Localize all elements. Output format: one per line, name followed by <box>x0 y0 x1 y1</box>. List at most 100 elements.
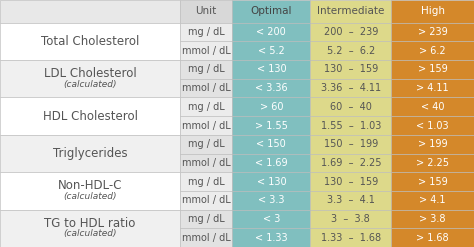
Bar <box>0 210 180 247</box>
Bar <box>180 98 232 116</box>
Text: LDL Cholesterol: LDL Cholesterol <box>44 67 137 80</box>
Bar <box>180 41 232 60</box>
Text: > 159: > 159 <box>418 64 447 74</box>
Text: < 1.33: < 1.33 <box>255 233 288 243</box>
Text: HDL Cholesterol: HDL Cholesterol <box>43 110 137 123</box>
Text: > 1.68: > 1.68 <box>416 233 449 243</box>
Text: Unit: Unit <box>196 6 217 16</box>
Bar <box>391 191 474 210</box>
Bar <box>310 98 391 116</box>
Text: mg / dL: mg / dL <box>188 27 225 37</box>
Bar <box>391 228 474 247</box>
Text: 130  –  159: 130 – 159 <box>324 64 378 74</box>
Text: mg / dL: mg / dL <box>188 102 225 112</box>
Text: < 3: < 3 <box>263 214 280 224</box>
Bar <box>310 210 391 228</box>
Bar <box>310 228 391 247</box>
Text: > 2.25: > 2.25 <box>416 158 449 168</box>
Text: 150  –  199: 150 – 199 <box>324 139 378 149</box>
Text: (calculated): (calculated) <box>64 229 117 238</box>
Text: High: High <box>420 6 445 16</box>
Text: Triglycerides: Triglycerides <box>53 147 128 160</box>
Text: > 6.2: > 6.2 <box>419 46 446 56</box>
Text: < 130: < 130 <box>256 64 286 74</box>
Bar <box>180 0 232 23</box>
Text: 3.36  –  4.11: 3.36 – 4.11 <box>321 83 381 93</box>
Text: mg / dL: mg / dL <box>188 214 225 224</box>
Bar <box>180 135 232 154</box>
Text: mg / dL: mg / dL <box>188 139 225 149</box>
Text: > 199: > 199 <box>418 139 447 149</box>
Text: 1.55  –  1.03: 1.55 – 1.03 <box>320 121 381 130</box>
Bar <box>310 191 391 210</box>
Text: > 4.11: > 4.11 <box>416 83 449 93</box>
Text: < 5.2: < 5.2 <box>258 46 285 56</box>
Bar <box>232 228 310 247</box>
Text: > 3.8: > 3.8 <box>419 214 446 224</box>
Bar <box>0 23 180 60</box>
Bar <box>391 154 474 172</box>
Bar <box>180 191 232 210</box>
Bar <box>0 0 180 23</box>
Text: mmol / dL: mmol / dL <box>182 233 230 243</box>
Bar <box>391 0 474 23</box>
Bar <box>180 210 232 228</box>
Bar <box>232 191 310 210</box>
Bar <box>180 154 232 172</box>
Bar <box>310 154 391 172</box>
Bar <box>232 98 310 116</box>
Bar <box>232 116 310 135</box>
Bar <box>0 172 180 210</box>
Bar <box>0 135 180 172</box>
Text: mg / dL: mg / dL <box>188 177 225 186</box>
Text: 130  –  159: 130 – 159 <box>324 177 378 186</box>
Text: Total Cholesterol: Total Cholesterol <box>41 35 139 48</box>
Text: < 130: < 130 <box>256 177 286 186</box>
Text: mmol / dL: mmol / dL <box>182 46 230 56</box>
Text: 1.33  –  1.68: 1.33 – 1.68 <box>321 233 381 243</box>
Text: 3  –  3.8: 3 – 3.8 <box>331 214 370 224</box>
Text: 5.2  –  6.2: 5.2 – 6.2 <box>327 46 375 56</box>
Text: mmol / dL: mmol / dL <box>182 83 230 93</box>
Bar <box>180 116 232 135</box>
Bar <box>232 60 310 79</box>
Bar <box>310 135 391 154</box>
Bar <box>180 23 232 41</box>
Text: 3.3  –  4.1: 3.3 – 4.1 <box>327 195 375 205</box>
Bar <box>391 210 474 228</box>
Text: (calculated): (calculated) <box>64 192 117 201</box>
Text: < 1.69: < 1.69 <box>255 158 288 168</box>
Bar <box>0 60 180 98</box>
Text: mmol / dL: mmol / dL <box>182 121 230 130</box>
Bar <box>232 0 310 23</box>
Bar <box>232 79 310 98</box>
Bar <box>232 41 310 60</box>
Bar <box>310 172 391 191</box>
Bar <box>0 98 180 135</box>
Bar <box>391 135 474 154</box>
Bar <box>180 60 232 79</box>
Text: > 239: > 239 <box>418 27 447 37</box>
Text: Optimal: Optimal <box>251 6 292 16</box>
Bar <box>180 172 232 191</box>
Bar <box>391 98 474 116</box>
Bar <box>391 79 474 98</box>
Bar <box>232 172 310 191</box>
Bar <box>310 60 391 79</box>
Bar <box>232 154 310 172</box>
Bar <box>232 23 310 41</box>
Text: mmol / dL: mmol / dL <box>182 195 230 205</box>
Text: Non-HDL-C: Non-HDL-C <box>58 179 122 192</box>
Bar <box>232 135 310 154</box>
Bar <box>391 116 474 135</box>
Bar <box>232 210 310 228</box>
Bar <box>180 79 232 98</box>
Text: mmol / dL: mmol / dL <box>182 158 230 168</box>
Text: 1.69  –  2.25: 1.69 – 2.25 <box>320 158 381 168</box>
Bar <box>310 79 391 98</box>
Text: < 200: < 200 <box>256 27 286 37</box>
Text: < 1.03: < 1.03 <box>416 121 449 130</box>
Text: Intermediate: Intermediate <box>317 6 384 16</box>
Bar <box>391 23 474 41</box>
Text: 60  –  40: 60 – 40 <box>330 102 372 112</box>
